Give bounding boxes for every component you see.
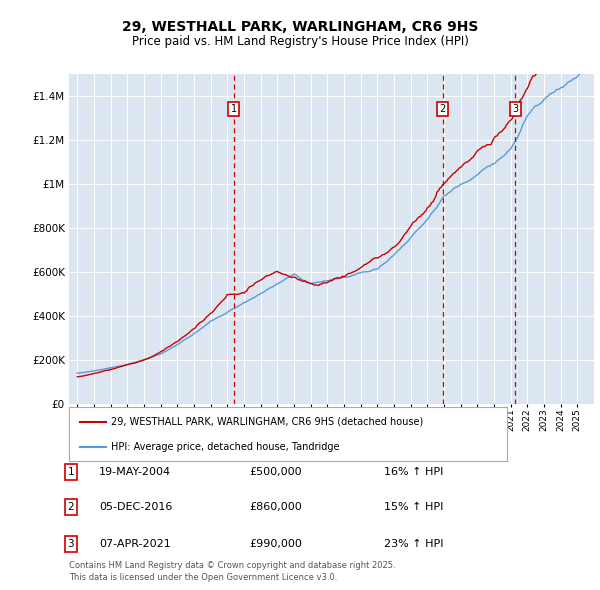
Text: 2: 2: [440, 104, 446, 114]
Text: 2: 2: [67, 503, 74, 512]
Text: £860,000: £860,000: [249, 503, 302, 512]
Text: £990,000: £990,000: [249, 539, 302, 549]
Text: 29, WESTHALL PARK, WARLINGHAM, CR6 9HS (detached house): 29, WESTHALL PARK, WARLINGHAM, CR6 9HS (…: [110, 417, 423, 427]
Text: Price paid vs. HM Land Registry's House Price Index (HPI): Price paid vs. HM Land Registry's House …: [131, 35, 469, 48]
Text: 3: 3: [67, 539, 74, 549]
Text: 05-DEC-2016: 05-DEC-2016: [99, 503, 172, 512]
Text: 15% ↑ HPI: 15% ↑ HPI: [384, 503, 443, 512]
Text: Contains HM Land Registry data © Crown copyright and database right 2025.
This d: Contains HM Land Registry data © Crown c…: [69, 560, 395, 582]
Text: HPI: Average price, detached house, Tandridge: HPI: Average price, detached house, Tand…: [110, 442, 339, 452]
Text: 23% ↑ HPI: 23% ↑ HPI: [384, 539, 443, 549]
Text: 07-APR-2021: 07-APR-2021: [99, 539, 171, 549]
Text: £500,000: £500,000: [249, 467, 302, 477]
Text: 1: 1: [67, 467, 74, 477]
Text: 29, WESTHALL PARK, WARLINGHAM, CR6 9HS: 29, WESTHALL PARK, WARLINGHAM, CR6 9HS: [122, 19, 478, 34]
Text: 3: 3: [512, 104, 518, 114]
Text: 1: 1: [230, 104, 237, 114]
Text: 19-MAY-2004: 19-MAY-2004: [99, 467, 171, 477]
Text: 16% ↑ HPI: 16% ↑ HPI: [384, 467, 443, 477]
